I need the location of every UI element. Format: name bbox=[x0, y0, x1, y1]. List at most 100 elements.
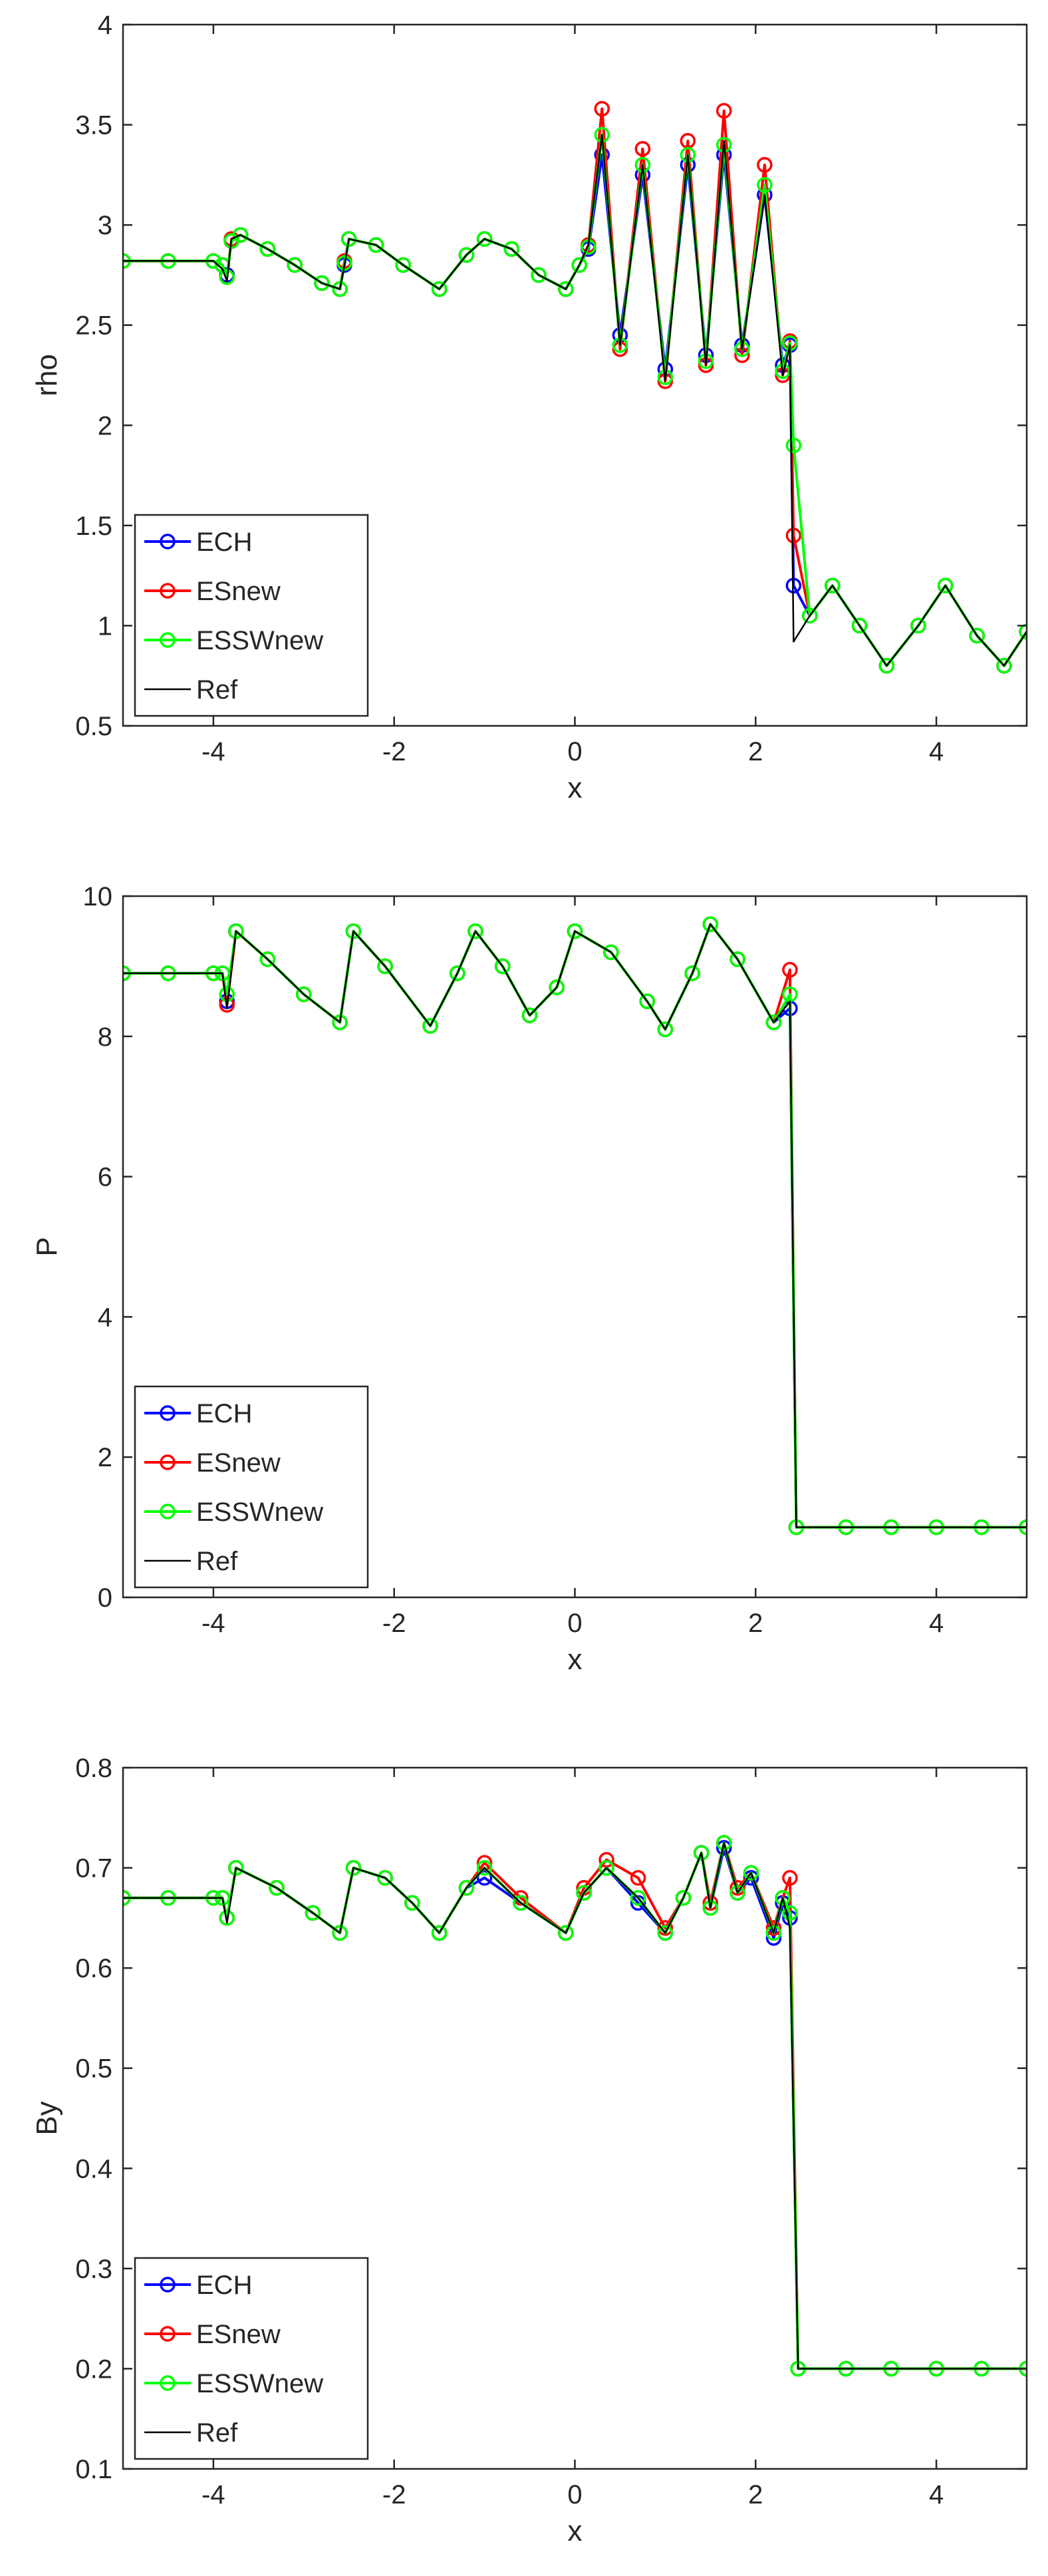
series-marker bbox=[450, 965, 465, 981]
y-tick-label: 0.1 bbox=[75, 2455, 112, 2484]
series-marker bbox=[296, 986, 312, 1003]
series-marker bbox=[716, 136, 732, 153]
x-tick-label: 4 bbox=[929, 2480, 944, 2509]
y-tick-label: 4 bbox=[98, 11, 112, 40]
series-marker bbox=[219, 986, 235, 1003]
legend-marker bbox=[160, 2375, 176, 2391]
series-marker bbox=[743, 1865, 759, 1881]
legend-marker bbox=[160, 2326, 176, 2342]
series-marker bbox=[495, 958, 511, 975]
plot-content bbox=[123, 916, 1027, 1535]
plot-content bbox=[123, 100, 1027, 674]
series-marker bbox=[702, 916, 719, 932]
series-marker bbox=[431, 1925, 448, 1941]
series-marker bbox=[571, 257, 588, 273]
series-marker bbox=[219, 997, 235, 1013]
series-marker bbox=[996, 657, 1012, 674]
series-marker bbox=[558, 281, 574, 297]
y-axis-label: P bbox=[31, 1237, 63, 1256]
series-marker bbox=[341, 231, 357, 247]
legend: ECH ESnew ESSWnew Ref bbox=[134, 1385, 369, 1589]
series-marker bbox=[576, 1885, 592, 1901]
series-marker bbox=[743, 1869, 759, 1886]
y-tick-label: 10 bbox=[83, 882, 113, 911]
y-axis-label: By bbox=[31, 2101, 63, 2135]
series-marker bbox=[377, 958, 393, 975]
series-marker bbox=[476, 1859, 493, 1876]
series-marker bbox=[757, 177, 773, 193]
series-marker bbox=[969, 627, 985, 644]
series-marker bbox=[314, 275, 330, 291]
chart-panel: -4 -2 0 2 4 0.1 0.2 0.3 0.4 0.5 0.6 0.7 0.8 x By ECH ESn… bbox=[31, 1754, 1028, 2547]
series-marker bbox=[332, 1014, 348, 1031]
series-marker bbox=[305, 1905, 321, 1921]
legend-label: Ref bbox=[196, 675, 238, 705]
series-marker bbox=[851, 617, 868, 634]
legend-label: ESSWnew bbox=[196, 1498, 323, 1527]
series-marker bbox=[476, 1869, 493, 1886]
y-tick-label: 0 bbox=[98, 1583, 112, 1613]
series-line bbox=[123, 1842, 1027, 2370]
series-marker bbox=[368, 237, 384, 253]
series-marker bbox=[729, 951, 745, 967]
y-tick-label: 2 bbox=[98, 411, 112, 440]
y-tick-label: 2.5 bbox=[75, 311, 112, 341]
series-marker bbox=[937, 577, 954, 593]
series-marker bbox=[775, 1889, 791, 1906]
y-tick-label: 8 bbox=[98, 1023, 112, 1052]
series-marker bbox=[549, 979, 565, 995]
series-marker bbox=[910, 617, 926, 634]
x-tick-label: 0 bbox=[567, 737, 582, 766]
y-tick-label: 3.5 bbox=[75, 111, 112, 140]
series-marker bbox=[630, 1889, 646, 1906]
series-marker bbox=[269, 1879, 285, 1896]
series-marker bbox=[476, 231, 493, 247]
x-tick-label: 2 bbox=[748, 1609, 763, 1638]
series-marker bbox=[702, 1895, 719, 1911]
chart-panel: -4 -2 0 2 4 0.5 1 1.5 2 2.5 3 3.5 4 x rho ECH ESnew ESSWn… bbox=[31, 11, 1028, 804]
series-marker bbox=[458, 247, 475, 263]
series-marker bbox=[603, 944, 619, 961]
y-tick-label: 0.5 bbox=[75, 2054, 112, 2084]
plot-content bbox=[123, 1835, 1027, 2377]
legend-marker bbox=[160, 2277, 176, 2293]
x-axis-label: x bbox=[568, 1643, 583, 1676]
legend-label: ESnew bbox=[196, 1448, 281, 1478]
series-marker bbox=[287, 257, 303, 273]
y-tick-label: 3 bbox=[98, 211, 112, 240]
legend-label: ESSWnew bbox=[196, 626, 323, 655]
series-marker bbox=[675, 1889, 692, 1906]
x-axis-label: x bbox=[568, 772, 583, 804]
x-tick-label: 0 bbox=[567, 1609, 582, 1638]
series-marker bbox=[422, 1018, 438, 1034]
series-marker bbox=[657, 1021, 674, 1038]
legend-label: Ref bbox=[196, 2418, 238, 2448]
series-marker bbox=[259, 241, 276, 257]
series-marker bbox=[698, 353, 714, 369]
series-line bbox=[123, 923, 1027, 1528]
series-marker bbox=[657, 369, 674, 385]
x-tick-label: -4 bbox=[201, 737, 225, 766]
legend: ECH ESnew ESSWnew Ref bbox=[134, 2257, 369, 2460]
series-marker bbox=[684, 965, 700, 981]
series-line bbox=[123, 134, 1027, 667]
legend-marker bbox=[160, 583, 176, 599]
y-tick-label: 2 bbox=[98, 1443, 112, 1472]
series-marker bbox=[521, 1007, 538, 1023]
series-marker bbox=[467, 923, 483, 939]
series-marker bbox=[825, 577, 841, 593]
x-tick-label: 2 bbox=[748, 2480, 763, 2509]
series-marker bbox=[345, 1859, 362, 1876]
series-marker bbox=[567, 923, 583, 939]
series-marker bbox=[729, 1879, 745, 1896]
series-marker bbox=[458, 1879, 475, 1896]
legend-marker bbox=[160, 1405, 176, 1421]
y-axis-label: rho bbox=[31, 354, 63, 397]
series-marker bbox=[694, 1845, 710, 1861]
series-marker bbox=[782, 1905, 798, 1921]
series-marker bbox=[782, 1869, 798, 1886]
series-marker bbox=[729, 1885, 745, 1901]
y-tick-label: 0.5 bbox=[75, 712, 112, 741]
legend-label: ESnew bbox=[196, 577, 281, 606]
